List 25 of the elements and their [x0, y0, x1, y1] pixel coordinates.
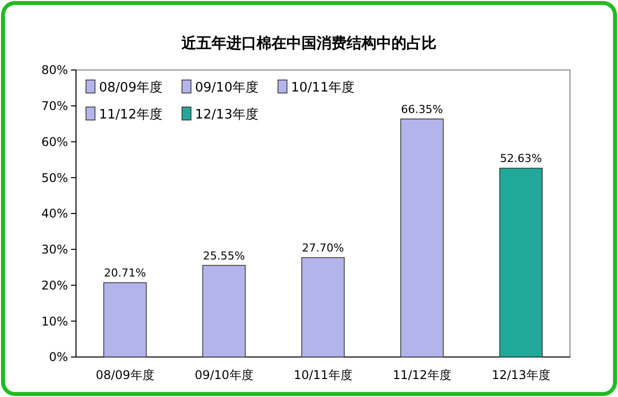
data-label: 27.70%: [302, 242, 344, 255]
data-label: 20.71%: [104, 266, 146, 280]
legend-label: 10/11年度: [291, 80, 354, 96]
chart-title: 近五年进口棉在中国消费结构中的占比: [180, 34, 436, 52]
x-tick-label: 11/12年度: [392, 368, 452, 382]
y-tick-label: 20%: [41, 278, 68, 292]
legend-label: 08/09年度: [99, 80, 162, 96]
x-tick-label: 09/10年度: [194, 368, 254, 382]
x-tick-label: 12/13年度: [492, 368, 550, 382]
y-tick-label: 60%: [41, 134, 68, 149]
y-tick-label: 50%: [41, 170, 68, 185]
y-tick-label: 30%: [41, 242, 68, 257]
y-tick-label: 10%: [41, 314, 68, 328]
y-tick-label: 70%: [41, 99, 68, 114]
x-tick-label: 08/09年度: [96, 368, 154, 382]
x-tick-label: 10/11年度: [294, 368, 352, 382]
y-tick-label: 0%: [48, 350, 68, 364]
legend-label: 09/10年度: [195, 80, 258, 96]
data-label: 25.55%: [203, 249, 245, 262]
data-label: 66.35%: [401, 102, 443, 116]
y-tick-label: 40%: [41, 206, 68, 221]
legend-label: 12/13年度: [195, 106, 258, 123]
data-label: 52.63%: [500, 152, 542, 166]
y-tick-label: 80%: [41, 63, 68, 78]
legend-label: 11/12年度: [99, 106, 162, 123]
